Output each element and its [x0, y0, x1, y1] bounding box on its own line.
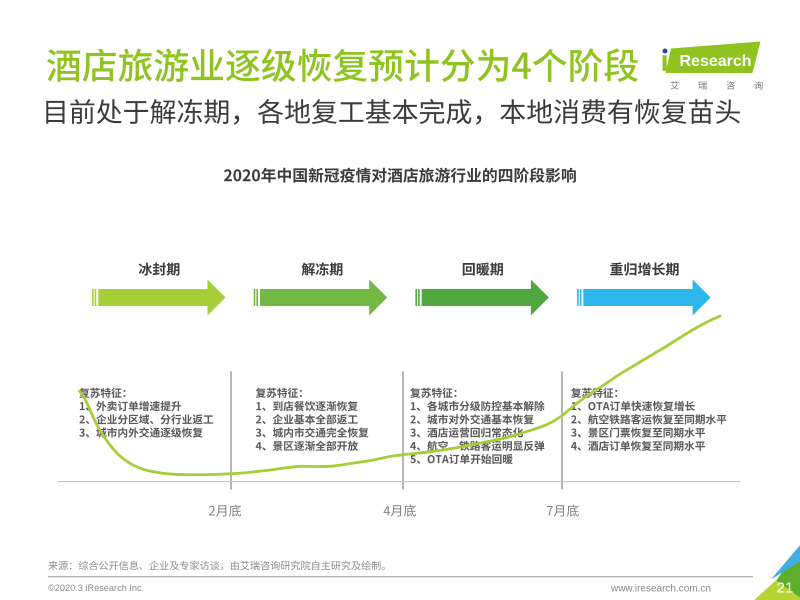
svg-text:Research: Research — [680, 53, 752, 70]
svg-text:www.iresearch.com.cn: www.iresearch.com.cn — [610, 584, 711, 595]
svg-text:21: 21 — [777, 580, 794, 597]
svg-text:©2020.3 iResearch Inc.: ©2020.3 iResearch Inc. — [48, 583, 144, 593]
